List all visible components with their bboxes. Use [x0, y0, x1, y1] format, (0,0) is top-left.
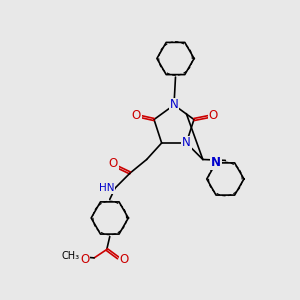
Text: CH₃: CH₃ [61, 251, 79, 261]
Text: N: N [182, 136, 191, 149]
Text: O: O [80, 253, 89, 266]
Text: O: O [108, 158, 118, 170]
Text: O: O [131, 109, 141, 122]
Text: HN: HN [99, 183, 115, 193]
Text: O: O [119, 253, 129, 266]
Text: N: N [169, 98, 178, 112]
Text: N: N [211, 156, 221, 170]
Text: O: O [209, 109, 218, 122]
